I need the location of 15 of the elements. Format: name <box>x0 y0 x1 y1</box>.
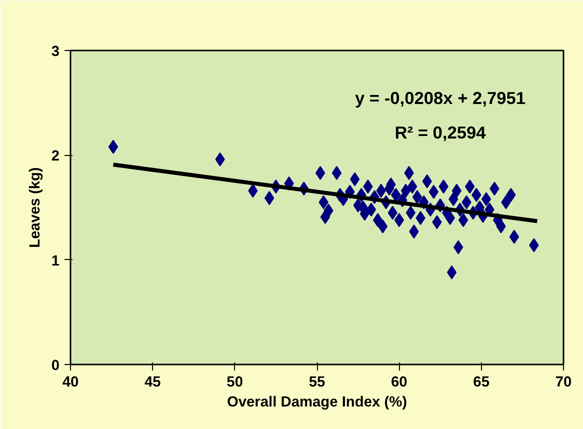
annotation: R² = 0,2594 <box>394 122 486 143</box>
annotation: y = -0,0208x + 2,7951 <box>354 88 526 108</box>
y-axis-title: Leaves (kg) <box>27 167 44 248</box>
x-tick-label: 55 <box>308 374 326 390</box>
x-tick-label: 50 <box>226 374 243 390</box>
x-tick-label: 60 <box>391 374 408 390</box>
y-tick-label: 2 <box>51 148 60 165</box>
x-tick-label: 40 <box>62 374 79 390</box>
x-axis-title: Overall Damage Index (%) <box>226 394 408 410</box>
y-tick-label: 3 <box>51 44 60 60</box>
x-tick-label: 65 <box>473 374 490 390</box>
y-tick-label: 1 <box>51 253 60 270</box>
x-tick-label: 45 <box>144 374 161 390</box>
y-tick-label: 0 <box>51 358 60 374</box>
x-tick-label: 70 <box>555 374 572 390</box>
